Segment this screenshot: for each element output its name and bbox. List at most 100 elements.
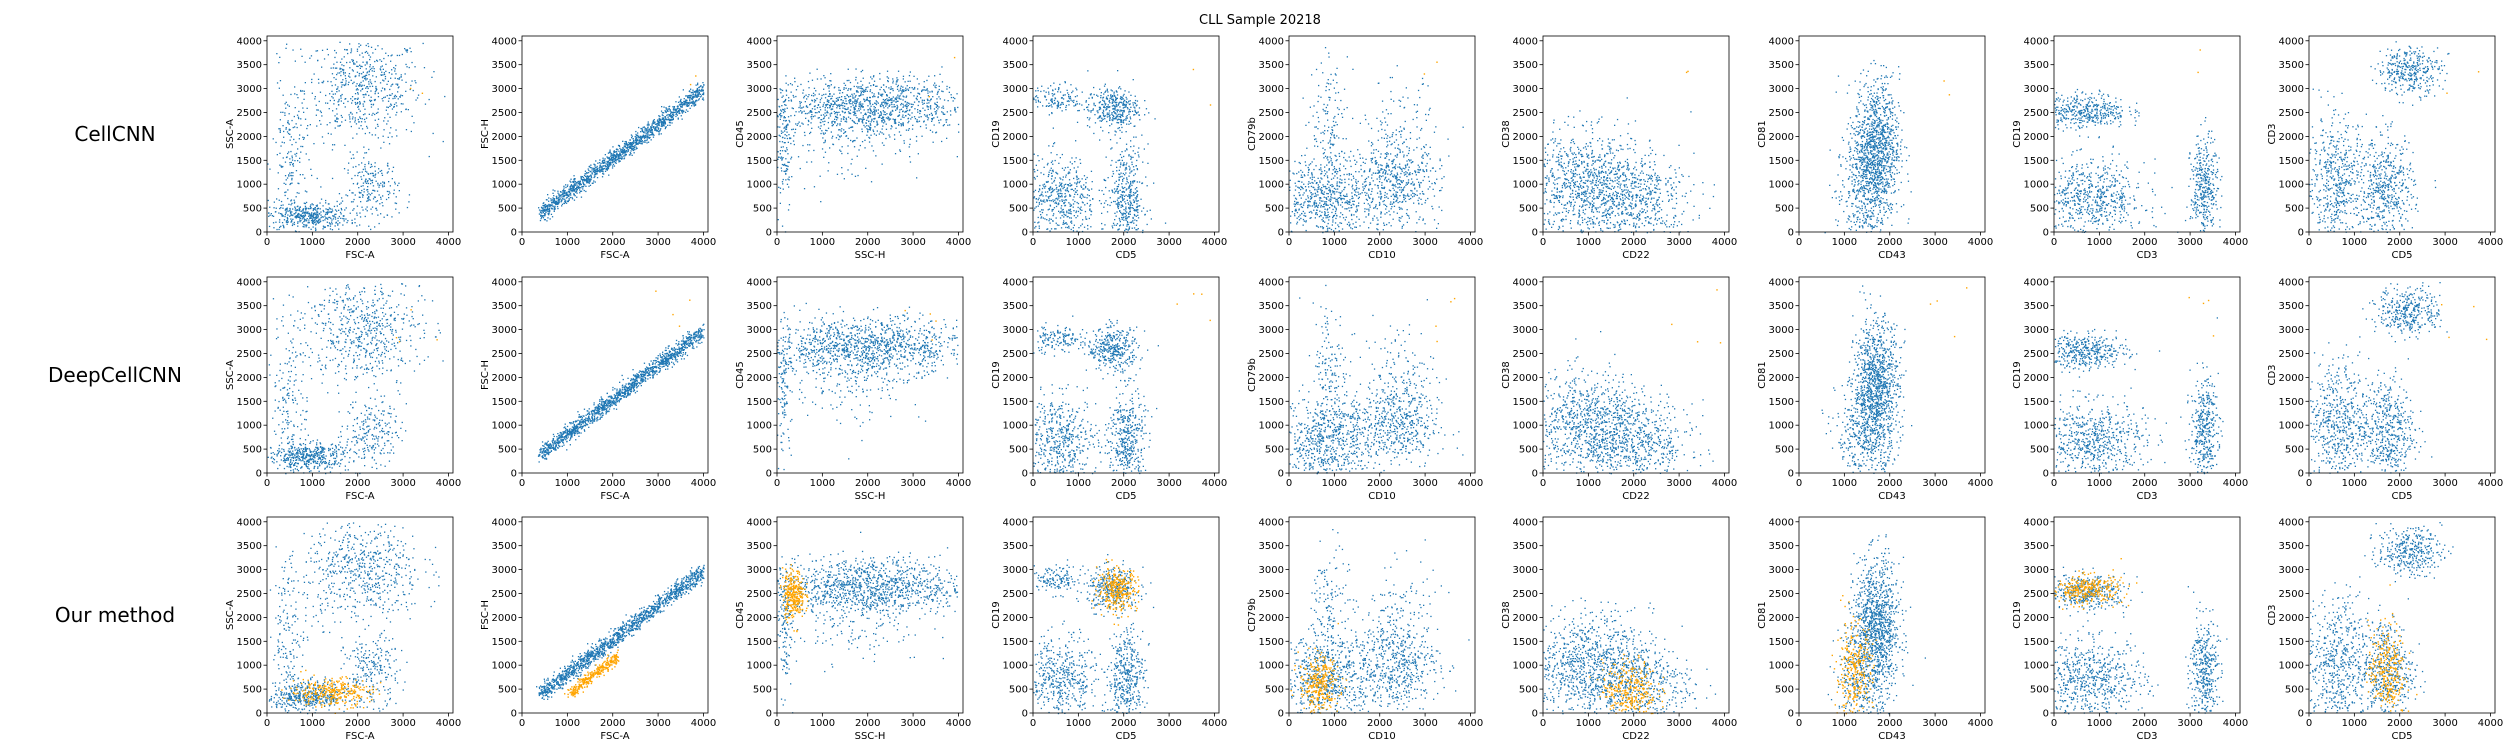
data-point bbox=[332, 144, 333, 145]
data-point bbox=[393, 167, 394, 168]
data-point bbox=[574, 189, 575, 190]
data-point bbox=[831, 131, 832, 132]
data-point bbox=[362, 209, 363, 210]
data-point bbox=[683, 103, 684, 104]
data-point bbox=[702, 82, 703, 83]
data-point bbox=[567, 184, 568, 185]
data-point bbox=[1085, 101, 1086, 102]
data-point bbox=[605, 163, 606, 164]
data-point bbox=[1088, 98, 1089, 99]
data-point bbox=[321, 112, 322, 113]
data-point bbox=[303, 139, 304, 140]
data-point bbox=[594, 172, 595, 173]
data-point bbox=[867, 91, 868, 92]
data-point bbox=[628, 151, 629, 152]
data-point bbox=[357, 92, 358, 93]
data-point bbox=[1035, 226, 1036, 227]
data-point bbox=[789, 120, 790, 121]
data-point bbox=[280, 119, 281, 120]
data-point bbox=[618, 145, 619, 146]
data-point bbox=[292, 157, 293, 158]
data-point bbox=[787, 108, 788, 109]
data-point bbox=[360, 90, 361, 91]
data-point bbox=[829, 91, 830, 92]
data-point bbox=[1115, 112, 1116, 113]
data-point bbox=[314, 98, 315, 99]
data-point bbox=[812, 108, 813, 109]
data-point bbox=[289, 158, 290, 159]
y-tick-label: 2000 bbox=[747, 132, 772, 143]
data-point bbox=[606, 166, 607, 167]
data-point bbox=[945, 119, 946, 120]
data-point bbox=[1038, 160, 1039, 161]
data-point bbox=[1068, 227, 1069, 228]
data-point bbox=[1038, 100, 1039, 101]
data-point bbox=[662, 119, 663, 120]
data-point bbox=[859, 110, 860, 111]
data-point bbox=[1099, 190, 1100, 191]
data-point bbox=[779, 114, 780, 115]
data-point bbox=[1121, 124, 1122, 125]
data-point bbox=[424, 67, 425, 68]
data-point bbox=[811, 128, 812, 129]
data-point bbox=[352, 100, 353, 101]
data-point bbox=[389, 72, 390, 73]
data-point bbox=[895, 98, 896, 99]
data-point bbox=[685, 95, 686, 96]
data-point bbox=[291, 203, 292, 204]
data-point bbox=[292, 175, 293, 176]
data-point bbox=[1063, 176, 1064, 177]
data-point bbox=[402, 54, 403, 55]
data-point bbox=[349, 62, 350, 63]
data-point bbox=[370, 79, 371, 80]
data-point bbox=[898, 71, 899, 72]
y-tick-label: 0 bbox=[766, 228, 772, 239]
data-point bbox=[616, 163, 617, 164]
data-point bbox=[367, 71, 368, 72]
data-point bbox=[689, 95, 690, 96]
data-point bbox=[600, 166, 601, 167]
data-point bbox=[911, 104, 912, 105]
data-point bbox=[806, 105, 807, 106]
data-point bbox=[292, 49, 293, 50]
data-point bbox=[652, 133, 653, 134]
data-point bbox=[1075, 104, 1076, 105]
data-point bbox=[882, 128, 883, 129]
data-point bbox=[653, 123, 654, 124]
data-point bbox=[909, 144, 910, 145]
data-point bbox=[819, 94, 820, 95]
data-point bbox=[366, 63, 367, 64]
data-point bbox=[866, 114, 867, 115]
data-point bbox=[847, 95, 848, 96]
data-point bbox=[351, 220, 352, 221]
data-point bbox=[571, 197, 572, 198]
data-point bbox=[602, 161, 603, 162]
data-point bbox=[605, 171, 606, 172]
data-point bbox=[900, 151, 901, 152]
data-point bbox=[275, 142, 276, 143]
data-point bbox=[396, 112, 397, 113]
data-point bbox=[1116, 91, 1117, 92]
data-point bbox=[433, 133, 434, 134]
data-point bbox=[378, 108, 379, 109]
data-point bbox=[1082, 178, 1083, 179]
data-point bbox=[653, 137, 654, 138]
data-point bbox=[550, 198, 551, 199]
data-point bbox=[1099, 102, 1100, 103]
data-point bbox=[851, 163, 852, 164]
data-point bbox=[1107, 204, 1108, 205]
data-point bbox=[337, 118, 338, 119]
data-point bbox=[274, 202, 275, 203]
data-point bbox=[909, 110, 910, 111]
data-point bbox=[953, 97, 954, 98]
data-point bbox=[351, 48, 352, 49]
data-point bbox=[869, 108, 870, 109]
data-point bbox=[370, 209, 371, 210]
data-point bbox=[1057, 101, 1058, 102]
data-point bbox=[1114, 101, 1115, 102]
data-point bbox=[870, 123, 871, 124]
data-point bbox=[277, 154, 278, 155]
data-point bbox=[303, 226, 304, 227]
data-point bbox=[940, 98, 941, 99]
data-point bbox=[293, 127, 294, 128]
